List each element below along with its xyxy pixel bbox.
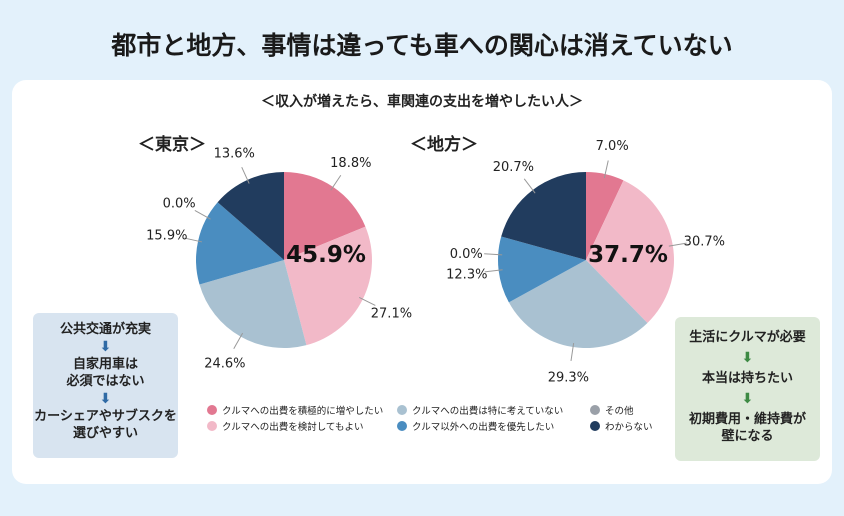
center-total-label: 37.7% [588,242,668,268]
leader-line [484,269,503,273]
legend-swatch [590,405,600,415]
pie-slice [586,180,674,324]
slice-label: 0.0% [450,247,483,262]
pie-slice [508,260,648,348]
center-total-label: 45.9% [286,242,366,268]
slice-label: 27.1% [371,307,412,322]
legend-swatch [397,405,407,415]
legend-swatch [207,405,217,415]
leader-line [330,175,342,191]
leader-line [358,296,376,306]
leader-line [603,160,609,179]
pie-title-tokyo: ＜東京＞ [138,135,206,155]
slice-label: 29.3% [548,371,589,386]
slice-label: 13.6% [214,147,255,162]
legend-swatch [590,421,600,431]
slice-label: 15.9% [146,229,187,244]
leader-line [484,253,503,256]
legend-item: クルマへの出費は特に考えていない [397,403,563,417]
pie-slice [199,260,307,349]
leader-line [233,332,244,350]
down-arrow-icon: ⬇ [741,350,754,366]
leader-line [668,242,687,247]
regional-reason-box: 生活にクルマが必要 ⬇ 本当は持ちたい ⬇ 初期費用・維持費が 壁になる [675,317,820,461]
legend-item: クルマ以外への出費を優先したい [397,419,554,433]
legend-label: クルマへの出費を積極的に増やしたい [222,406,384,417]
pie-slice [284,226,372,346]
legend-label: クルマへの出費は特に考えていない [412,406,564,417]
leader-line [194,210,211,220]
chart-subtitle: ＜収入が増えたら、車関連の支出を増やしたい人＞ [261,94,583,110]
step: 初期費用・維持費が 壁になる [688,412,806,444]
legend-item: わからない [590,419,653,433]
down-arrow-icon: ⬇ [741,391,754,407]
slice-label: 18.8% [330,156,371,171]
legend-label: その他 [605,406,634,417]
legend-swatch [207,421,217,431]
tokyo-reason-box: 公共交通が充実 ⬇ 自家用車は 必須ではない ⬇ カーシェアやサブスクを 選びや… [33,313,178,458]
step: 公共交通が充実 [59,322,151,337]
pie-slice [217,172,284,260]
slice-label: 20.7% [493,160,534,175]
leader-line [184,237,203,243]
slice-label: 24.6% [204,357,245,372]
legend-item: その他 [590,403,634,417]
legend-item: クルマへの出費を検討してもよい [207,419,363,433]
slice-label: 0.0% [163,197,196,212]
pie-slice [498,236,586,303]
slice-label: 12.3% [446,268,487,283]
slice-label: 30.7% [684,234,725,249]
legend-label: わからない [605,422,653,433]
legend-item: クルマへの出費を積極的に増やしたい [207,403,383,417]
legend-swatch [397,421,407,431]
pie-slice [284,172,366,260]
step: 生活にクルマが必要 [689,330,806,345]
leader-line [241,166,250,184]
down-arrow-icon: ⬇ [99,339,112,355]
leader-line [523,178,536,194]
legend-label: クルマへの出費を検討してもよい [222,422,364,433]
legend-label: クルマ以外への出費を優先したい [412,422,555,433]
page-title: 都市と地方、事情は違っても車への関心は消えていない [111,31,733,60]
pie-title-regional: ＜地方＞ [410,135,478,155]
pie-slice [586,172,624,260]
pie-slice [196,202,284,285]
slice-label: 7.0% [596,139,629,154]
step: 自家用車は 必須ではない [66,357,145,389]
pie-slice [501,172,586,260]
step: カーシェアやサブスクを 選びやすい [34,409,177,441]
leader-line [570,343,575,361]
down-arrow-icon: ⬇ [99,391,112,407]
step: 本当は持ちたい [701,371,793,386]
